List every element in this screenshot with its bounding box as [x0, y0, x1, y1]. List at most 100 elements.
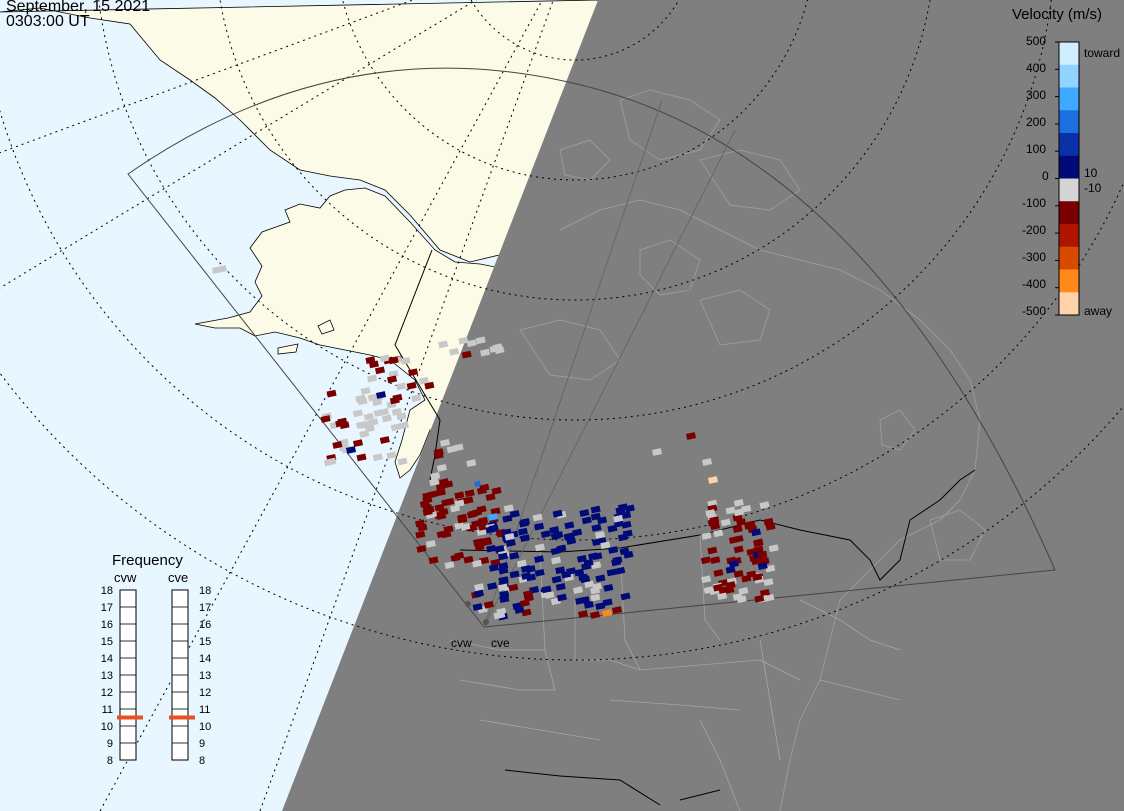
velocity-cell — [427, 490, 438, 499]
state-borders — [449, 534, 901, 811]
velocity-cell — [454, 522, 465, 530]
velocity-cell — [466, 339, 477, 348]
velocity-cell — [759, 557, 770, 565]
frequency-tick-right: 13 — [199, 670, 211, 682]
velocity-cell — [438, 340, 449, 349]
frequency-title: Frequency — [112, 552, 183, 569]
velocity-cell — [590, 512, 601, 521]
velocity-cell — [556, 544, 567, 553]
colorbar-segment — [1059, 42, 1079, 66]
velocity-cell — [499, 595, 510, 603]
velocity-cell — [444, 561, 455, 569]
velocity-cell — [490, 558, 501, 567]
velocity-cells — [212, 265, 779, 621]
velocity-cell — [441, 498, 452, 507]
colorbar-segment — [1059, 133, 1079, 157]
velocity-cell — [725, 581, 736, 589]
velocity-cell — [494, 545, 505, 553]
velocity-cell — [713, 569, 724, 577]
colorbar-tick-neg500: -500 — [1022, 304, 1046, 318]
date-label: September, 15 2021 — [6, 0, 151, 15]
colorbar-label-toward: toward — [1084, 46, 1120, 60]
velocity-cell — [686, 432, 697, 440]
velocity-cell — [433, 451, 444, 460]
velocity-cell — [709, 516, 720, 524]
velocity-cell — [461, 350, 472, 359]
velocity-cell — [398, 421, 409, 430]
velocity-cell — [416, 544, 427, 553]
velocity-cell — [707, 546, 718, 555]
frequency-tick-left: 18 — [101, 585, 113, 597]
velocity-cell — [621, 520, 632, 529]
velocity-cell — [391, 407, 402, 416]
velocity-cell — [532, 513, 543, 522]
velocity-cell — [509, 510, 520, 518]
velocity-cell — [701, 575, 712, 584]
velocity-cell — [603, 583, 614, 592]
velocity-cell — [708, 476, 719, 484]
velocity-cell — [479, 556, 490, 565]
velocity-cell — [352, 439, 364, 447]
frequency-marker-cvw — [117, 715, 143, 720]
colorbar-segment — [1059, 155, 1079, 179]
frequency-panel: Frequency cvw cve 18 17 16 15 14 13 12 11 10 9 8 1… — [101, 552, 212, 767]
colorbar-segment — [1059, 64, 1079, 88]
velocity-cell — [388, 356, 399, 365]
velocity-cell — [735, 518, 747, 526]
frequency-ticks-right: 18 17 16 15 14 13 12 11 10 9 8 — [199, 585, 211, 767]
velocity-cell — [396, 382, 407, 391]
velocity-cell — [710, 556, 721, 564]
velocity-cell — [474, 583, 485, 592]
velocity-cell — [363, 412, 374, 421]
velocity-cell — [622, 529, 633, 538]
velocity-cell — [508, 583, 519, 592]
frequency-tick-right: 12 — [199, 687, 211, 699]
velocity-cell — [705, 509, 716, 517]
velocity-cell — [561, 570, 572, 579]
velocity-cell — [505, 539, 516, 547]
velocity-cell — [476, 505, 487, 514]
velocity-cell — [550, 556, 562, 565]
frequency-tick-left: 13 — [101, 670, 113, 682]
colorbar-tick-200: 200 — [1026, 115, 1046, 129]
frequency-tick-left: 11 — [102, 704, 113, 716]
velocity-cell — [717, 592, 728, 600]
velocity-cell — [428, 556, 439, 565]
velocity-cell — [521, 572, 532, 580]
velocity-cell — [372, 398, 383, 407]
velocity-cell — [498, 583, 509, 592]
frequency-label-cve: cve — [168, 570, 188, 585]
velocity-cell — [379, 354, 390, 363]
velocity-cell — [733, 499, 744, 507]
velocity-cell — [424, 506, 435, 514]
night-terminator-region — [282, 0, 1124, 811]
velocity-cell — [591, 524, 602, 532]
colorbar-tick-neg200: -200 — [1022, 223, 1046, 237]
velocity-cell — [759, 589, 770, 597]
velocity-cell — [346, 446, 357, 454]
velocity-cell — [463, 496, 474, 505]
velocity-cell — [471, 559, 483, 568]
frequency-tick-left: 14 — [101, 653, 113, 665]
velocity-cell — [579, 509, 590, 517]
velocity-cell — [374, 366, 386, 375]
velocity-cell — [448, 347, 460, 356]
velocity-cell — [472, 603, 483, 611]
velocity-cell — [378, 408, 390, 416]
velocity-cell — [590, 505, 601, 514]
velocity-cell — [368, 418, 379, 426]
velocity-cell — [595, 531, 606, 539]
velocity-cell — [425, 540, 436, 548]
velocity-colorbar-labels: 500 400 300 200 100 0 -100 -200 -300 -40… — [1022, 34, 1120, 318]
velocity-cell — [498, 566, 509, 575]
velocity-cell — [732, 592, 743, 601]
velocity-cell — [439, 478, 450, 486]
velocity-cell — [620, 592, 631, 601]
velocity-cell — [357, 397, 368, 406]
velocity-cell — [574, 568, 585, 577]
velocity-cell — [732, 525, 743, 533]
velocity-cell — [757, 562, 768, 571]
velocity-cell — [466, 459, 477, 467]
velocity-cell — [485, 493, 496, 502]
